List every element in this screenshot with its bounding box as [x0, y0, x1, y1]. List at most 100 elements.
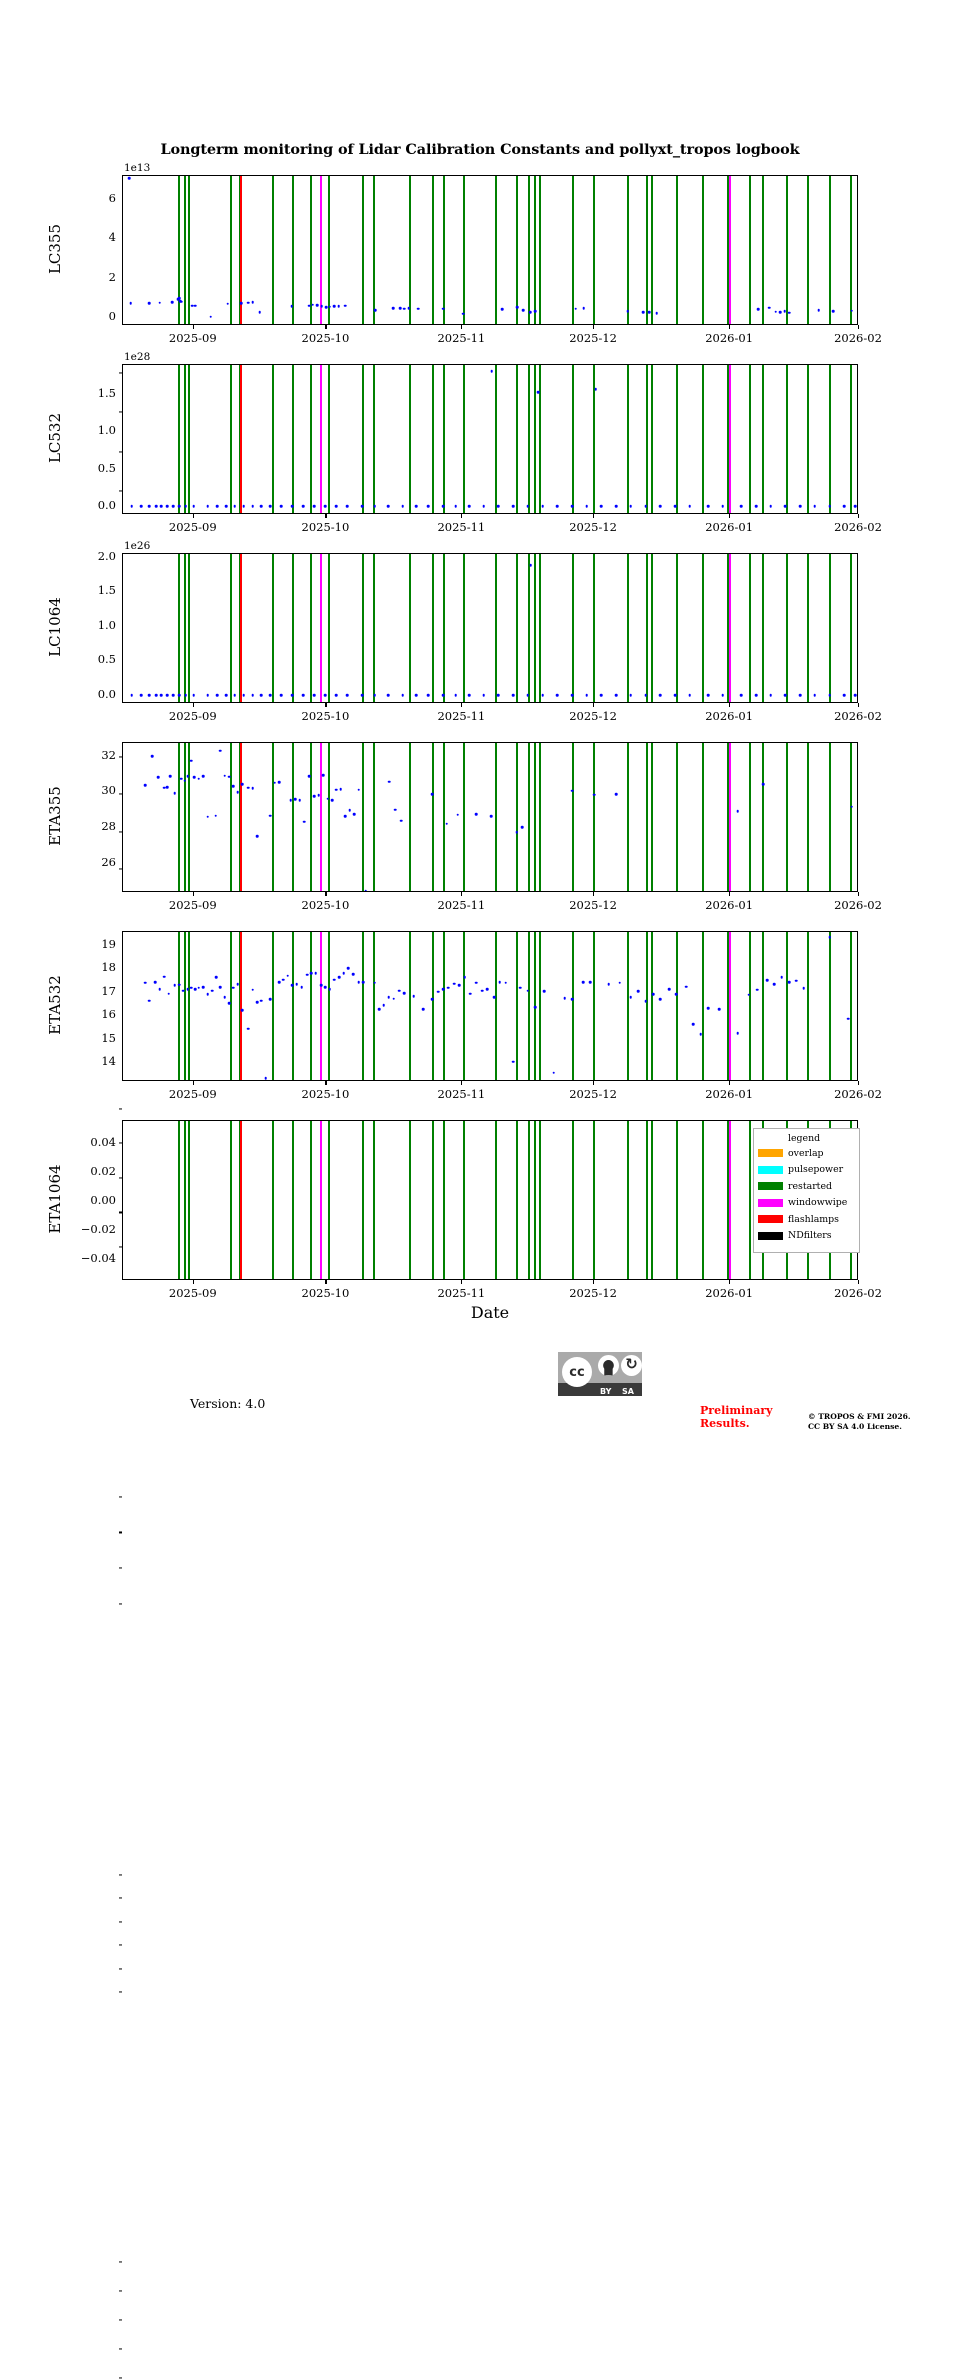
event-line-windowwipe	[320, 1121, 323, 1279]
x-tick-mark	[192, 703, 194, 707]
data-point	[206, 992, 209, 996]
event-line-restarted	[495, 932, 497, 1080]
plot-panel-LC355[interactable]	[122, 175, 858, 325]
data-point	[401, 693, 404, 697]
x-tick-label: 2026-02	[834, 520, 882, 534]
event-line-restarted	[271, 176, 274, 324]
x-tick-mark	[593, 1081, 595, 1085]
data-point	[130, 693, 134, 697]
data-point	[197, 777, 201, 780]
y-tick-mark	[118, 1211, 122, 1213]
x-tick-label: 2026-02	[834, 898, 882, 912]
event-line-restarted	[702, 554, 705, 702]
event-line-restarted	[229, 1121, 232, 1279]
event-line-restarted	[676, 1121, 679, 1279]
event-line-restarted	[516, 176, 519, 324]
event-line-restarted	[786, 743, 789, 891]
y-tick-mark	[118, 2290, 122, 2292]
data-point	[706, 693, 710, 697]
data-point	[289, 798, 293, 802]
data-point	[831, 309, 835, 313]
legend-swatch-restarted	[758, 1182, 783, 1191]
data-point	[469, 992, 472, 995]
data-point	[177, 693, 181, 697]
y-tick-label-LC355: 2	[108, 269, 116, 284]
event-line-restarted	[271, 365, 274, 513]
plot-panel-ETA355[interactable]	[122, 742, 858, 892]
data-point	[802, 986, 806, 990]
legend-item-overlap[interactable]: overlap	[758, 1145, 855, 1162]
axis-exponent-LC532: 1e28	[124, 351, 151, 363]
legend-entries: overlap pulsepower restarted windowwipe flas…	[758, 1145, 855, 1244]
x-tick-label: 2025-10	[301, 709, 350, 723]
data-point	[165, 693, 169, 697]
plot-panel-ETA1064[interactable]	[122, 1120, 858, 1280]
data-point	[286, 974, 290, 978]
data-point	[463, 975, 466, 979]
data-point	[268, 693, 272, 697]
event-line-restarted	[310, 176, 313, 324]
data-point	[492, 995, 496, 999]
data-point	[193, 987, 197, 991]
event-line-restarted	[362, 365, 365, 513]
data-point	[360, 504, 364, 508]
data-point	[282, 978, 285, 981]
event-line-restarted	[516, 365, 519, 513]
data-point	[747, 993, 750, 996]
data-point	[511, 693, 515, 697]
data-point	[436, 990, 440, 994]
legend-item-restarted[interactable]: restarted	[758, 1178, 855, 1195]
event-line-windowwipe	[729, 743, 732, 891]
event-line-restarted	[626, 554, 629, 702]
event-line-restarted	[749, 1121, 752, 1279]
legend-item-flashlamps[interactable]: flashlamps	[758, 1211, 855, 1228]
event-line-windowwipe	[320, 932, 323, 1080]
data-point	[533, 1005, 537, 1009]
x-tick-mark	[461, 325, 463, 329]
plot-panel-LC1064[interactable]	[122, 553, 858, 703]
legend-box[interactable]: legend overlap pulsepower restarted windoww…	[753, 1128, 860, 1253]
data-point	[148, 999, 151, 1002]
event-line-restarted	[749, 554, 752, 702]
y-tick-label-ETA1064: 0.04	[90, 1134, 116, 1149]
event-line-restarted	[238, 1121, 241, 1279]
x-tick-mark	[729, 514, 731, 518]
data-point	[158, 988, 162, 991]
y-tick-mark	[118, 1531, 122, 1533]
data-point	[813, 693, 817, 697]
data-point	[762, 783, 765, 786]
data-point	[352, 972, 355, 976]
data-point	[319, 983, 323, 987]
data-point	[313, 693, 316, 697]
data-point	[206, 693, 209, 697]
data-point	[454, 504, 457, 508]
data-point	[240, 1008, 244, 1012]
data-point	[310, 972, 313, 975]
y-tick-mark	[118, 1944, 122, 1946]
legend-item-windowwipe[interactable]: windowwipe	[758, 1195, 855, 1212]
plot-panel-ETA532[interactable]	[122, 931, 858, 1081]
event-line-restarted	[626, 365, 629, 513]
data-point	[179, 777, 183, 780]
event-line-restarted	[184, 1121, 187, 1279]
data-point	[346, 967, 350, 970]
x-tick-label: 2025-09	[168, 709, 217, 723]
data-point	[430, 792, 434, 796]
legend-label-flashlamps: flashlamps	[788, 1213, 839, 1225]
y-tick-label-LC1064: 1.5	[97, 583, 116, 598]
event-line-restarted	[571, 365, 574, 513]
legend-item-NDfilters[interactable]: NDfilters	[758, 1228, 855, 1245]
cc-glyph: cc	[569, 1365, 585, 1380]
x-tick-mark	[192, 1280, 194, 1284]
data-point	[427, 504, 430, 508]
event-line-restarted	[442, 932, 445, 1080]
data-point	[644, 693, 647, 697]
data-point	[348, 808, 351, 812]
event-line-restarted	[328, 365, 331, 513]
data-point	[441, 307, 445, 311]
legend-item-pulsepower[interactable]: pulsepower	[758, 1162, 855, 1179]
data-point	[173, 983, 176, 987]
plot-panel-LC532[interactable]	[122, 364, 858, 514]
event-line-restarted	[645, 365, 648, 513]
data-point	[192, 693, 195, 697]
